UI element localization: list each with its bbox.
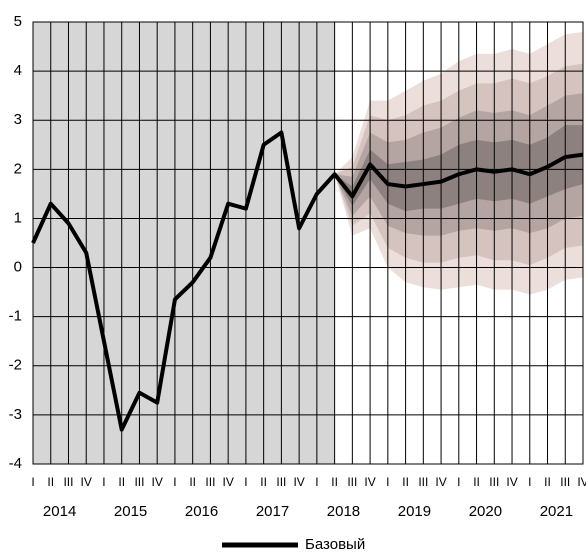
y-tick-label: 0 xyxy=(14,259,22,276)
x-tick-label: I xyxy=(386,475,389,489)
year-label: 2017 xyxy=(256,503,289,520)
x-tick-label: III xyxy=(560,475,570,489)
x-tick-label: I xyxy=(102,475,105,489)
x-tick-label: IV xyxy=(577,475,586,489)
plot-frame xyxy=(32,21,584,465)
x-tick-label: IV xyxy=(364,475,375,489)
x-tick-label: I xyxy=(315,475,318,489)
year-label: 2018 xyxy=(327,503,360,520)
x-tick-label: I xyxy=(457,475,460,489)
x-tick-label: I xyxy=(31,475,34,489)
y-tick-label: -4 xyxy=(9,455,22,472)
y-tick-label: 2 xyxy=(14,160,22,177)
legend-label: Базовый xyxy=(305,536,365,553)
x-tick-label: III xyxy=(489,475,499,489)
x-tick-label: IV xyxy=(506,475,517,489)
x-tick-label: II xyxy=(118,475,125,489)
x-tick-label: I xyxy=(244,475,247,489)
year-label: 2016 xyxy=(185,503,218,520)
x-tick-label: IV xyxy=(293,475,304,489)
year-label: 2015 xyxy=(114,503,147,520)
x-tick-label: II xyxy=(47,475,54,489)
y-tick-label: 3 xyxy=(14,111,22,128)
x-tick-label: II xyxy=(189,475,196,489)
y-tick-label: 4 xyxy=(14,62,22,79)
x-tick-label: II xyxy=(402,475,409,489)
x-tick-label: III xyxy=(134,475,144,489)
x-tick-label: IV xyxy=(152,475,163,489)
x-tick-label: III xyxy=(63,475,73,489)
x-tick-label: II xyxy=(544,475,551,489)
year-label: 2021 xyxy=(540,503,573,520)
year-label: 2019 xyxy=(398,503,431,520)
x-tick-label: I xyxy=(173,475,176,489)
year-label: 2020 xyxy=(469,503,502,520)
x-tick-label: III xyxy=(418,475,428,489)
y-tick-label: -3 xyxy=(9,406,22,423)
x-tick-label: III xyxy=(205,475,215,489)
x-tick-label: IV xyxy=(222,475,233,489)
y-tick-label: -1 xyxy=(9,308,22,325)
y-tick-label: -2 xyxy=(9,357,22,374)
x-tick-label: II xyxy=(260,475,267,489)
x-tick-label: II xyxy=(473,475,480,489)
history-area xyxy=(33,22,335,464)
x-tick-label: IV xyxy=(435,475,446,489)
base-line xyxy=(31,130,584,432)
y-tick-label: 1 xyxy=(14,209,22,226)
x-tick-label: IV xyxy=(81,475,92,489)
x-tick-label: III xyxy=(347,475,357,489)
y-tick-label: 5 xyxy=(14,13,22,30)
year-label: 2014 xyxy=(43,503,76,520)
x-tick-label: I xyxy=(528,475,531,489)
x-tick-label: II xyxy=(331,475,338,489)
x-tick-label: III xyxy=(276,475,286,489)
